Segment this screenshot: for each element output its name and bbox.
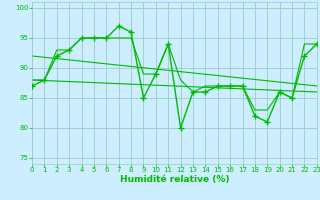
X-axis label: Humidité relative (%): Humidité relative (%)	[120, 175, 229, 184]
